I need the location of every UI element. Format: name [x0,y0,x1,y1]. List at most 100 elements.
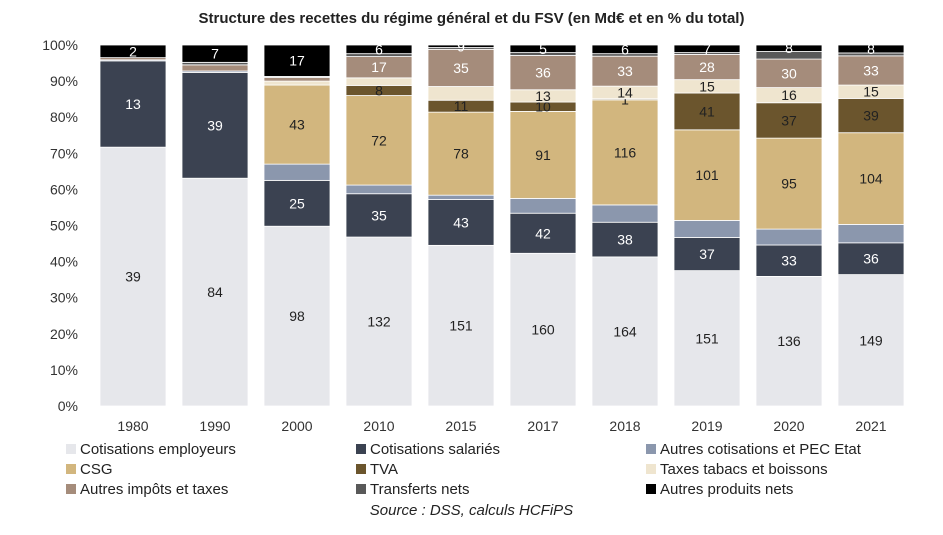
y-tick-label: 70% [50,145,78,161]
bar-segment [755,244,823,277]
y-tick-label: 0% [58,398,78,414]
x-tick-label: 2021 [855,418,886,434]
bar-segment [509,212,577,254]
bar-segment [263,179,331,227]
legend-swatch [646,484,656,494]
legend-swatch [66,444,76,454]
data-label: 101 [695,167,719,183]
data-label: 13 [535,88,551,104]
legend-item: Autres cotisations et PEC Etat [646,440,926,458]
bar-segment [181,64,249,72]
data-label: 28 [699,59,715,75]
bar-segment [837,224,905,244]
bar-segment [837,44,905,54]
data-label: 37 [699,246,715,262]
data-label: 33 [863,62,879,78]
x-tick-label: 1980 [117,418,148,434]
bar-segment [837,98,905,134]
bar-segment [673,237,741,272]
legend-item: TVA [356,460,646,478]
data-label: 17 [371,59,387,75]
bar-segment [673,44,741,53]
legend: Cotisations employeurs Cotisations salari… [66,440,926,498]
data-label: 25 [289,195,305,211]
legend-label: Cotisations employeurs [80,440,236,458]
legend-label: CSG [80,460,113,478]
bar-segment [427,199,495,246]
bar-segment [99,146,167,407]
bar-segment [345,193,413,238]
legend-swatch [356,484,366,494]
legend-item: Transferts nets [356,480,646,498]
bar-segment [509,111,577,199]
data-label: 84 [207,284,223,300]
bar-segment [755,276,823,407]
data-label: 78 [453,146,469,162]
data-label: 98 [289,308,305,324]
data-label: 36 [535,65,551,81]
x-tick-label: 2020 [773,418,804,434]
data-label: 35 [371,207,387,223]
data-label: 104 [859,171,883,187]
data-label: 35 [453,60,469,76]
data-label: 8 [785,40,793,56]
data-label: 95 [781,176,797,192]
legend-item: Autres impôts et taxes [66,480,356,498]
source-note: Source : DSS, calculs HCFiPS [369,502,574,519]
x-tick-label: 1990 [199,418,230,434]
bar-segment [181,72,249,179]
data-label: 41 [699,103,715,119]
bar-segment [755,58,823,88]
data-label: 33 [617,63,633,79]
bar-segment [345,236,413,407]
bar-segment [673,53,741,81]
legend-label: Cotisations salariés [370,440,501,458]
data-label: 43 [453,214,469,230]
data-label: 91 [535,147,551,163]
legend-label: Autres impôts et taxes [80,480,229,498]
data-label: 42 [535,225,551,241]
data-label: 5 [539,41,547,57]
data-label: 8 [375,82,383,98]
y-tick-label: 10% [50,362,78,378]
data-label: 149 [859,332,883,348]
data-label: 37 [781,112,797,128]
data-label: 13 [125,96,141,112]
bar-segment [673,129,741,221]
bar-segment [591,256,659,407]
bar-segment [263,77,331,82]
legend-swatch [646,464,656,474]
bar-segment [427,48,495,87]
y-tick-label: 80% [50,109,78,125]
data-label: 6 [621,41,629,57]
legend-swatch [66,484,76,494]
legend-item: Taxes tabacs et boissons [646,460,926,478]
bar-segment [673,220,741,238]
bar-segment [345,95,413,186]
y-tick-label: 20% [50,326,78,342]
data-label: 7 [703,41,711,57]
data-label: 36 [863,251,879,267]
bar-segment [263,225,331,407]
bar-segment [99,44,167,59]
data-label: 164 [613,323,637,339]
legend-item: Cotisations employeurs [66,440,356,458]
data-label: 160 [531,322,555,338]
legend-label: Taxes tabacs et boissons [660,460,828,478]
legend-swatch [356,464,366,474]
data-label: 116 [614,144,637,160]
x-tick-label: 2018 [609,418,640,434]
data-label: 14 [617,84,633,100]
data-label: 151 [695,330,719,346]
bar-segment [837,55,905,86]
legend-swatch [356,444,366,454]
legend-swatch [66,464,76,474]
data-label: 1 [621,91,629,107]
bar-segment [181,177,249,407]
data-label: 2 [129,43,137,59]
bar-segment [263,44,331,77]
data-label: 132 [367,314,391,330]
bar-segment [509,44,577,53]
bar-segment [591,44,659,55]
